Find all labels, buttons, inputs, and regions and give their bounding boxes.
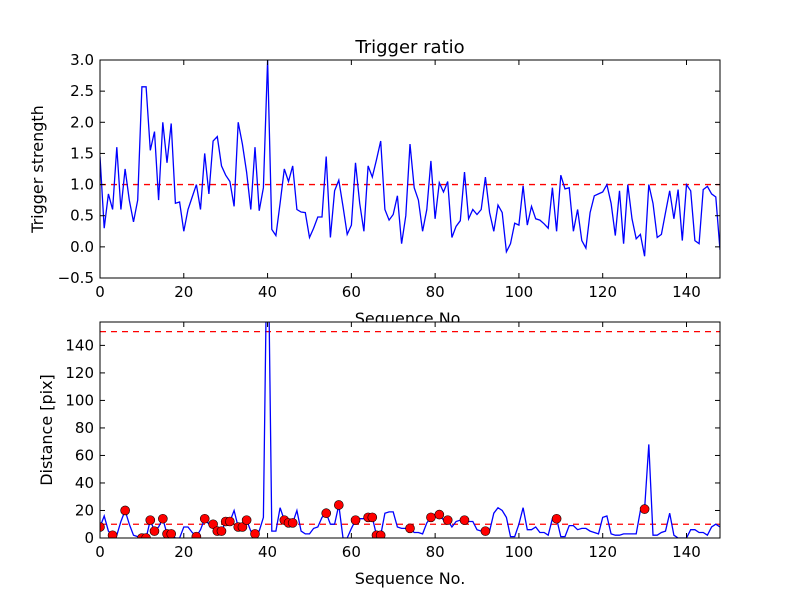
- bottom-y-tick-label: 120: [65, 364, 94, 382]
- top-series-line: [100, 60, 720, 257]
- data-point-marker: [321, 508, 332, 519]
- bottom-y-tick-label: 40: [75, 474, 94, 492]
- top-x-tick-label: 20: [174, 283, 193, 301]
- bottom-y-tick-label: 0: [84, 529, 94, 547]
- top-x-tick-label: 100: [505, 283, 534, 301]
- data-point-marker: [237, 522, 248, 532]
- bottom-plot-area: [100, 322, 720, 538]
- data-point-marker: [141, 533, 151, 538]
- data-point-marker: [149, 526, 160, 536]
- data-point-marker: [375, 530, 386, 538]
- top-y-tick-label: 1.5: [70, 144, 94, 162]
- data-point-marker: [639, 504, 650, 514]
- bottom-x-axis-label: Sequence No.: [355, 569, 466, 588]
- data-point-marker: [405, 523, 415, 534]
- data-point-marker: [480, 526, 491, 536]
- top-y-tick-label: 0.0: [70, 238, 94, 256]
- data-point-marker: [434, 509, 445, 520]
- data-point-marker: [107, 530, 118, 538]
- bottom-y-tick-label: 20: [75, 501, 94, 519]
- top-x-tick-label: 80: [426, 283, 445, 301]
- top-axes-frame: [99, 59, 721, 279]
- data-point-marker: [166, 529, 177, 538]
- top-x-tick-label: 120: [588, 283, 617, 301]
- bottom-axes: 0 20 40 60 80 100 120 140 0 20 40 60 80 100 120 140: [65, 321, 721, 561]
- bottom-y-axis-label: Distance [pix]: [37, 374, 56, 486]
- bottom-y-tick-label: 100: [65, 391, 94, 409]
- bottom-axes-frame: [99, 321, 721, 539]
- data-point-marker: [145, 515, 156, 525]
- data-point-marker: [100, 522, 105, 532]
- top-y-axis-label: Trigger strength: [28, 105, 47, 234]
- bottom-x-tick-label: 120: [588, 543, 617, 561]
- data-point-marker: [350, 515, 361, 525]
- top-y-tick-label: 3.0: [70, 51, 94, 69]
- data-point-marker: [367, 512, 378, 523]
- data-point-marker: [191, 531, 202, 538]
- data-point-marker: [158, 513, 168, 524]
- data-point-marker: [241, 515, 252, 525]
- data-point-marker: [199, 513, 210, 524]
- bottom-x-tick-label: 20: [174, 543, 193, 561]
- data-point-marker: [426, 512, 436, 523]
- top-y-tick-label: 2.5: [70, 82, 94, 100]
- top-y-tick-label: 2.0: [70, 113, 94, 131]
- top-y-tick-label: −0.5: [58, 269, 94, 287]
- data-point-marker: [287, 518, 298, 528]
- data-point-marker: [459, 515, 470, 525]
- bottom-x-tick-label: 140: [672, 543, 701, 561]
- top-y-tick-label: 1.0: [70, 176, 94, 194]
- bottom-x-tick-label: 80: [426, 543, 445, 561]
- top-x-tick-label: 40: [258, 283, 277, 301]
- bottom-x-tick-label: 100: [505, 543, 534, 561]
- chart-title: Trigger ratio: [354, 37, 464, 58]
- bottom-x-tick-label: 60: [342, 543, 361, 561]
- bottom-x-tick-label: 0: [95, 543, 105, 561]
- top-x-tick-label: 140: [672, 283, 701, 301]
- top-x-tick-label: 0: [95, 283, 105, 301]
- data-point-marker: [208, 519, 218, 530]
- bottom-y-tick-label: 60: [75, 446, 94, 464]
- bottom-x-tick-label: 40: [258, 543, 277, 561]
- bottom-y-tick-label: 140: [65, 336, 94, 354]
- data-point-marker: [442, 515, 453, 525]
- top-x-tick-label: 60: [342, 283, 361, 301]
- data-point-marker: [216, 526, 227, 536]
- data-point-marker: [225, 516, 235, 527]
- data-point-marker: [333, 500, 344, 510]
- data-point-marker: [551, 513, 562, 524]
- top-y-tick-label: 0.5: [70, 207, 94, 225]
- data-point-marker: [250, 529, 260, 538]
- top-plot-area: [100, 60, 720, 257]
- bottom-axes-background: [100, 322, 720, 538]
- bottom-y-tick-label: 80: [75, 419, 94, 437]
- top-axes: 0 20 40 60 80 100 120 140 −0.5 0.0 0.5 1.0 1.5 2.0 2.5…: [58, 51, 721, 301]
- data-point-marker: [120, 505, 130, 516]
